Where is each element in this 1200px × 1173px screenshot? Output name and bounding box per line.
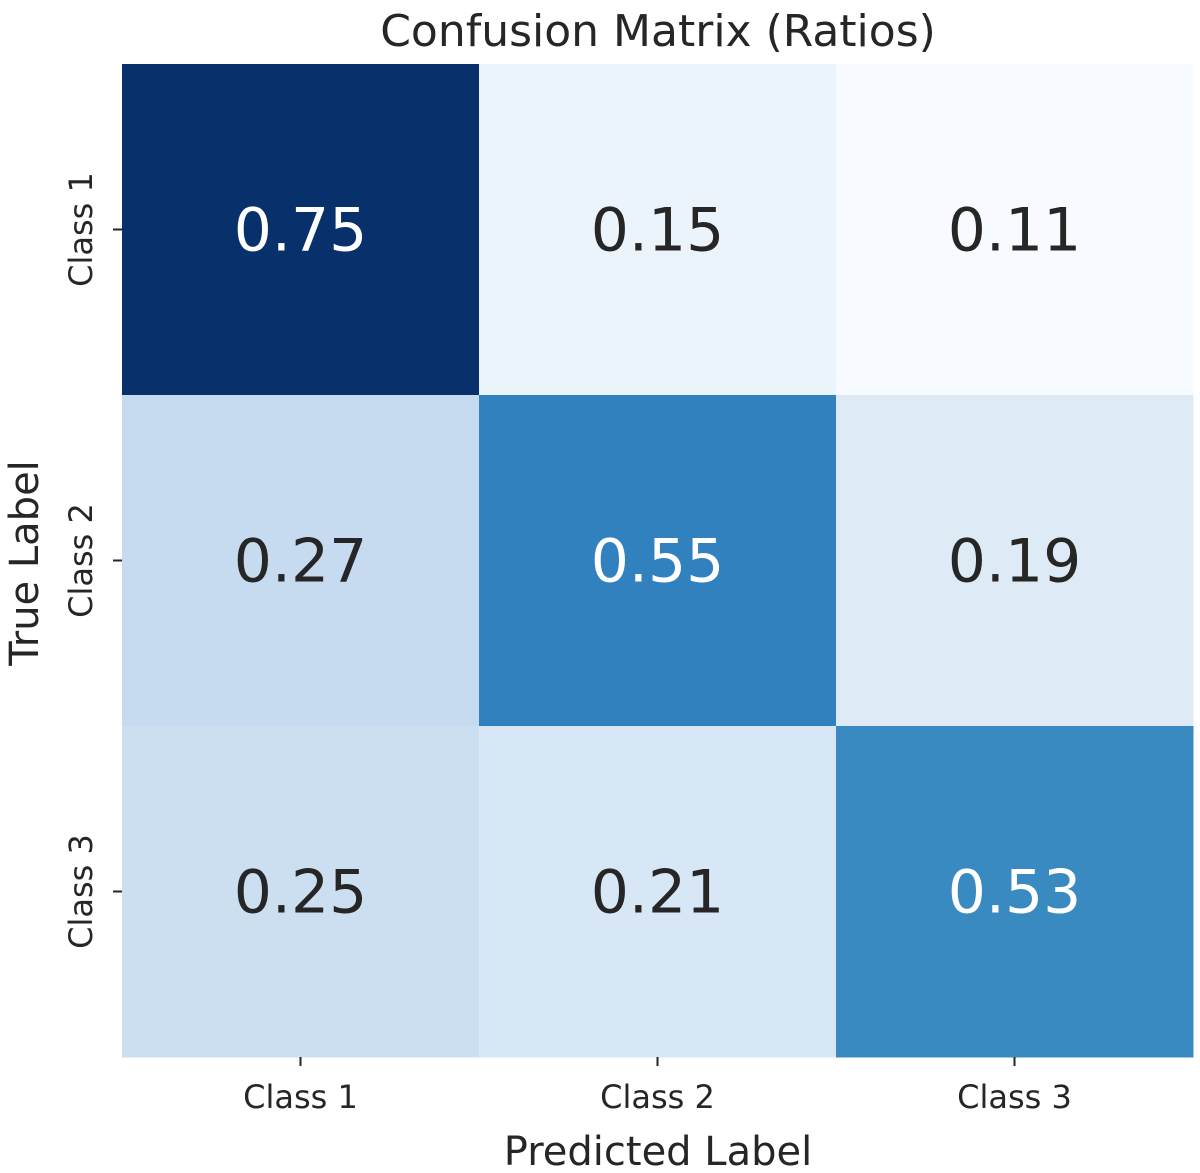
y-tick-label-2: Class 2: [62, 503, 100, 618]
x-axis-title: Predicted Label: [504, 1129, 812, 1173]
x-tick-label-2: Class 2: [600, 1078, 715, 1116]
x-tick-label-3: Class 3: [957, 1078, 1072, 1116]
cell-value-label-r2-c3: 0.19: [948, 527, 1082, 597]
cell-value-label-r3-c1: 0.25: [234, 858, 368, 928]
heatmap-cell-r3-c1: [122, 726, 480, 1058]
cell-value-label-r1-c3: 0.11: [948, 196, 1082, 266]
heatmap-cell-r1-c1: [122, 64, 480, 396]
heatmap-cell-r2-c3: [836, 395, 1194, 727]
cell-value-label-r2-c2: 0.55: [591, 527, 725, 597]
heatmap-cells: [122, 64, 1194, 1058]
y-tick-label-1: Class 1: [62, 172, 100, 287]
heatmap-cell-r1-c3: [836, 64, 1194, 396]
y-axis-ticks: Class 1 Class 2 Class 3: [62, 172, 122, 949]
heatmap-cell-r1-c2: [479, 64, 837, 396]
chart-title: Confusion Matrix (Ratios): [380, 6, 936, 57]
cell-value-label-r1-c2: 0.15: [591, 196, 725, 266]
y-axis-title: True Label: [2, 460, 48, 667]
y-tick-label-3: Class 3: [62, 834, 100, 949]
heatmap-cell-r3-c2: [479, 726, 837, 1058]
heatmap-value-labels: 0.75 0.15 0.11 0.27 0.55 0.19 0.25 0.21 0.53: [234, 196, 1082, 928]
heatmap-cell-r2-c1: [122, 395, 480, 727]
x-axis-ticks: Class 1 Class 2 Class 3: [243, 1057, 1072, 1116]
heatmap-cell-r2-c2: [479, 395, 837, 727]
cell-value-label-r3-c3: 0.53: [948, 858, 1082, 928]
x-tick-label-1: Class 1: [243, 1078, 358, 1116]
heatmap-cell-r3-c3: [836, 726, 1194, 1058]
cell-value-label-r2-c1: 0.27: [234, 527, 368, 597]
cell-value-label-r1-c1: 0.75: [234, 196, 368, 266]
cell-value-label-r3-c2: 0.21: [591, 858, 725, 928]
